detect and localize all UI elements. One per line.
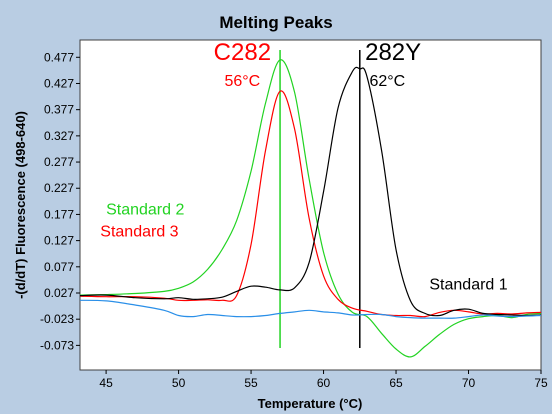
y-axis-label: -(d/dT) Fluorescence (498-640) [13,111,28,299]
annotation-label: 56°C [224,73,260,90]
annotation-label: Standard 3 [100,223,178,240]
annotation-label: C282 [214,39,271,66]
annotation-label: Standard 1 [429,276,507,293]
x-tick-label: 70 [462,376,476,390]
series-line-1 [79,59,542,358]
series-line-3 [79,66,542,317]
y-tick-label: 0.027 [44,286,74,300]
reference-lines [279,50,361,348]
annotation-label: Standard 2 [106,201,184,218]
x-axis-label: Temperature (°C) [258,396,363,411]
annotations: C282 56°C 282Y 62°C Standard 2 Standard 3 Stan… [100,39,507,293]
x-tick-label: 45 [99,376,113,390]
series-line-4 [79,299,542,319]
y-tick-label: 0.077 [44,260,74,274]
x-tick-label: 75 [534,376,548,390]
y-tick-label: 0.427 [44,76,74,90]
y-tick-label: 0.177 [44,207,74,221]
y-tick-label: 0.127 [44,234,74,248]
chart-title: Melting Peaks [219,13,332,32]
y-tick-label: 0.227 [44,181,74,195]
annotation-label: 282Y [365,39,421,66]
plot-area [79,39,542,371]
y-tick-label: 0.377 [44,103,74,117]
series-line-2 [79,90,542,318]
y-tick-label: 0.277 [44,155,74,169]
series-layer [79,59,542,358]
x-axis: 45 50 55 60 65 70 75 [99,370,548,390]
x-tick-label: 55 [244,376,258,390]
x-tick-label: 50 [172,376,186,390]
y-tick-label: 0.477 [44,50,74,64]
x-tick-label: 60 [317,376,331,390]
annotation-label: 62°C [369,73,405,90]
x-tick-label: 65 [389,376,403,390]
y-tick-label: -0.073 [40,338,74,352]
y-tick-label: -0.023 [40,312,74,326]
y-tick-label: 0.327 [44,129,74,143]
y-axis: 0.477 0.427 0.377 0.327 0.277 0.227 0.177 0.127… [40,50,80,352]
